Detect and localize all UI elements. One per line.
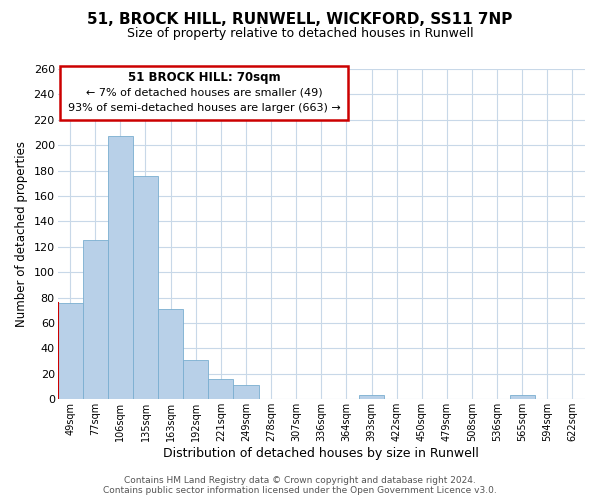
Bar: [509, 396, 535, 400]
X-axis label: Distribution of detached houses by size in Runwell: Distribution of detached houses by size …: [163, 447, 479, 460]
Bar: [233, 386, 259, 400]
Y-axis label: Number of detached properties: Number of detached properties: [15, 141, 28, 327]
Text: ← 7% of detached houses are smaller (49): ← 7% of detached houses are smaller (49): [86, 88, 322, 98]
Text: 93% of semi-detached houses are larger (663) →: 93% of semi-detached houses are larger (…: [68, 103, 340, 113]
Bar: [208, 379, 233, 400]
Bar: [133, 176, 158, 400]
Text: 51 BROCK HILL: 70sqm: 51 BROCK HILL: 70sqm: [128, 71, 280, 84]
Text: Size of property relative to detached houses in Runwell: Size of property relative to detached ho…: [127, 28, 473, 40]
Bar: [359, 396, 384, 400]
Bar: [83, 240, 108, 400]
Text: Contains public sector information licensed under the Open Government Licence v3: Contains public sector information licen…: [103, 486, 497, 495]
Bar: [58, 302, 83, 400]
Bar: [108, 136, 133, 400]
Bar: [183, 360, 208, 400]
Text: Contains HM Land Registry data © Crown copyright and database right 2024.: Contains HM Land Registry data © Crown c…: [124, 476, 476, 485]
Text: 51, BROCK HILL, RUNWELL, WICKFORD, SS11 7NP: 51, BROCK HILL, RUNWELL, WICKFORD, SS11 …: [88, 12, 512, 28]
Bar: [158, 309, 183, 400]
